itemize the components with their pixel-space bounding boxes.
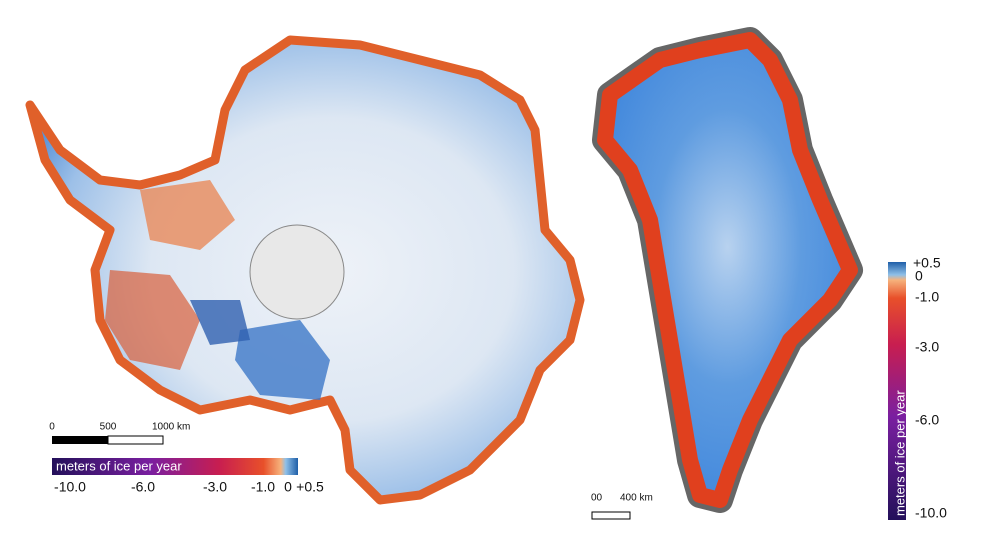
antarctica-scale-bar: 0 500 1000 km [49,422,190,445]
colorbar [888,262,906,520]
legend-tick: -6.0 [131,479,155,495]
legend-tick: -1.0 [251,479,275,495]
legend-tick: -3.0 [915,339,939,355]
legend-tick: -10.0 [915,505,947,521]
legend-tick: +0.5 [296,479,324,495]
legend-title: meters of ice per year [892,390,907,516]
legend-tick: +0.5 [913,255,941,271]
pole-hole [249,224,345,320]
ronne-shelf [140,180,235,250]
scale-label: 0 [49,422,55,433]
greenland-shape [597,32,858,508]
greenland-map [592,27,863,513]
scale-label: 1000 km [152,422,190,433]
scale-segment [591,511,631,520]
legend-tick: 0 [284,479,292,495]
antarctica-map [25,35,585,505]
ross-shelf [235,320,330,400]
legend-tick: 0 [915,268,923,284]
marie-byrd [190,300,250,345]
legend-tick: -3.0 [203,479,227,495]
legend-tick: -1.0 [915,289,939,305]
greenland-legend: meters of ice per year +0.5 0 -1.0 -3.0 … [888,255,947,521]
west-coast-loss [105,270,200,370]
colorbar [52,458,298,475]
scale-label: 400 km [620,493,653,504]
antarctica-legend: meters of ice per year -10.0 -6.0 -3.0 -… [52,458,324,495]
scale-label: 00 [591,493,603,504]
legend-title: meters of ice per year [56,458,182,473]
legend-tick: -10.0 [54,479,86,495]
scale-segment [52,436,108,444]
scale-segment [107,435,164,445]
legend-tick: -6.0 [915,412,939,428]
greenland-scale-bar: 00 400 km [591,493,653,520]
scale-label: 500 [100,422,117,433]
